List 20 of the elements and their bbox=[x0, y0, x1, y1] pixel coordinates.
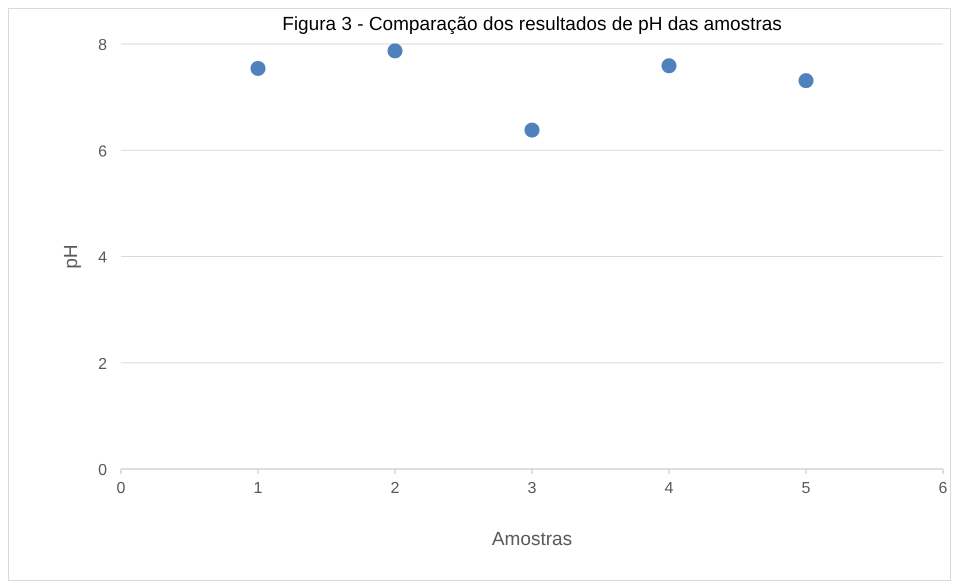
y-tick-label: 8 bbox=[98, 37, 108, 54]
y-tick-label: 0 bbox=[98, 462, 108, 479]
point bbox=[388, 43, 402, 58]
x-tick-label: 0 bbox=[116, 480, 126, 497]
x-tick-label: 3 bbox=[528, 480, 537, 497]
chart-title: Figura 3 - Comparação dos resultados de pH das amostras bbox=[282, 14, 782, 35]
y-tick-label: 2 bbox=[98, 356, 108, 373]
point bbox=[524, 122, 540, 138]
x-tick-label: 2 bbox=[390, 480, 400, 497]
x-tick-label: 1 bbox=[254, 480, 263, 497]
x-axis-title: Amostras bbox=[492, 529, 572, 550]
point bbox=[250, 60, 266, 76]
point bbox=[662, 58, 676, 74]
x-tick-label: 5 bbox=[802, 480, 811, 497]
x-tick-label: 6 bbox=[938, 480, 948, 497]
y-tick-label: 4 bbox=[98, 250, 108, 266]
x-tick-label: 4 bbox=[664, 480, 674, 497]
y-tick-label: 6 bbox=[98, 143, 108, 160]
point bbox=[798, 73, 814, 88]
y-axis-title: pH bbox=[61, 244, 82, 269]
